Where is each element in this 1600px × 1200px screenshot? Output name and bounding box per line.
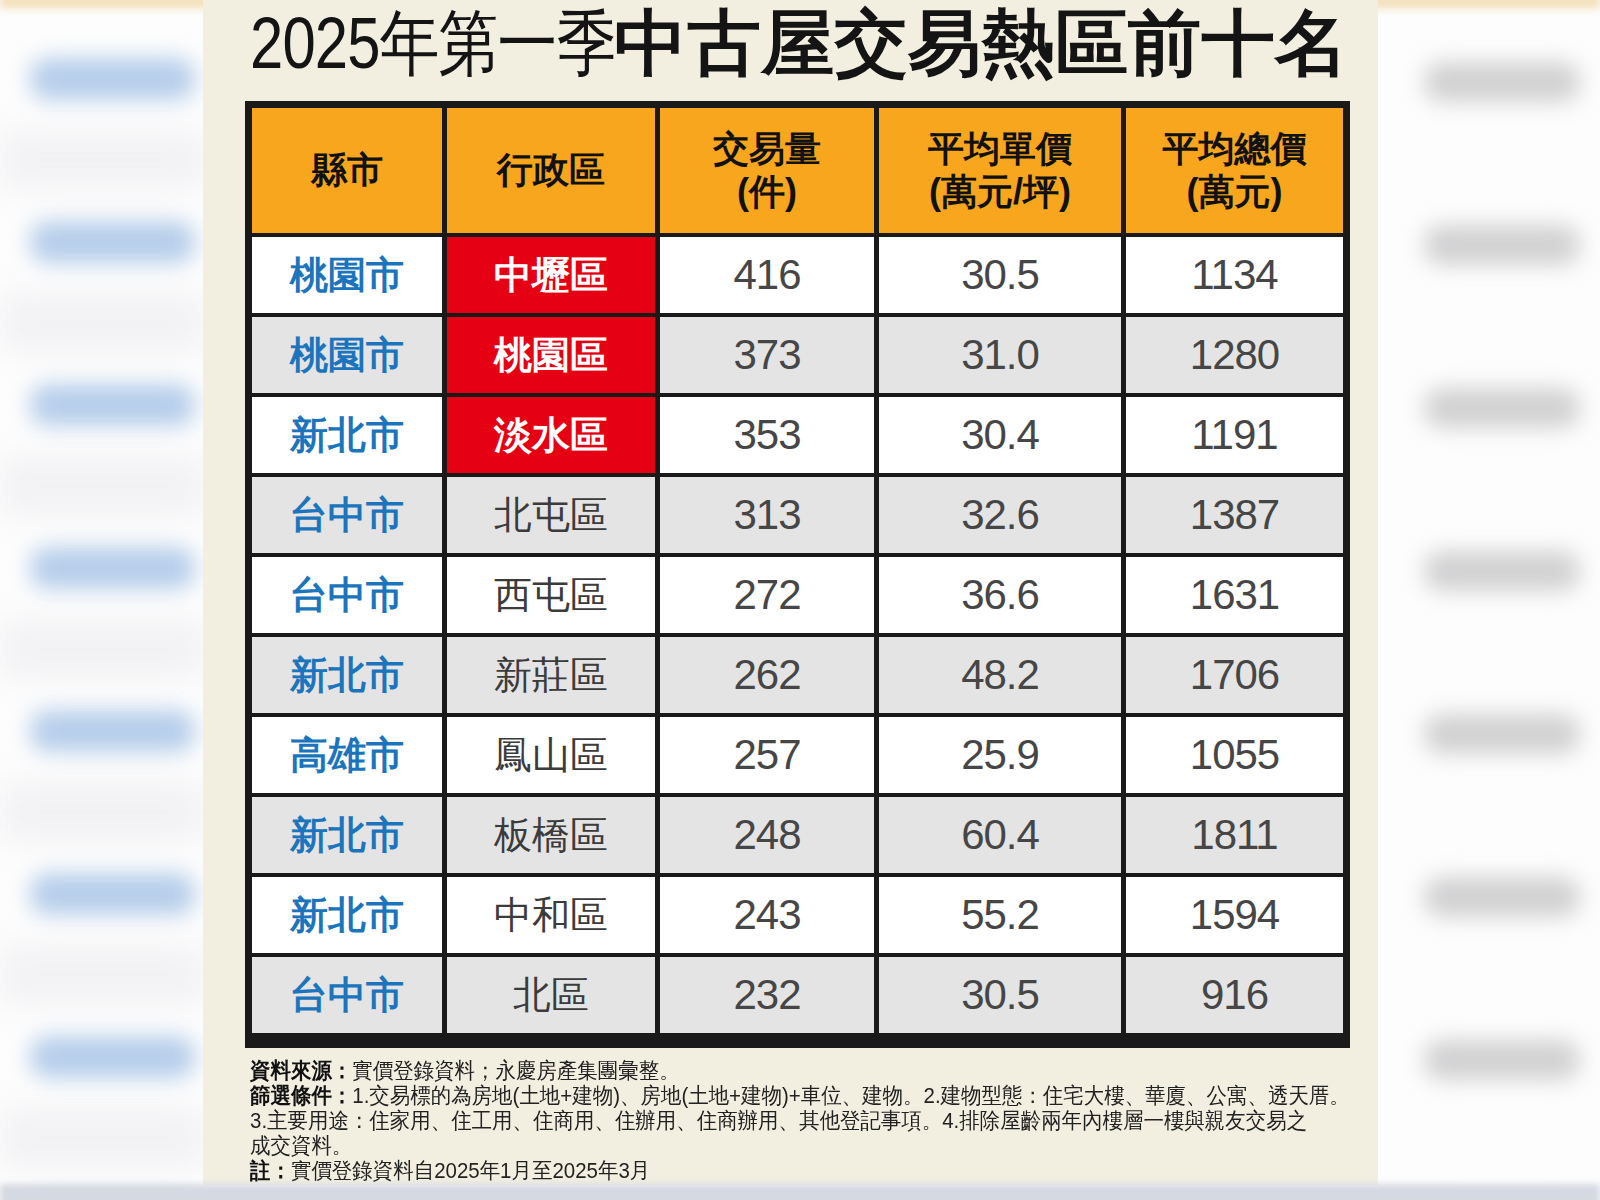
row-8-unit-price: 55.2 [879, 877, 1121, 953]
row-9-volume: 232 [660, 957, 874, 1033]
right-blur-text-bar [1424, 877, 1580, 917]
right-blur-text-bar [1424, 714, 1580, 754]
row-7-unit-price: 60.4 [879, 797, 1121, 873]
row-4-total-price: 1631 [1126, 557, 1343, 633]
row-4-unit-price: 36.6 [879, 557, 1121, 633]
footer-source-text: 實價登錄資料；永慶房產集團彙整。 [352, 1058, 679, 1083]
row-1-unit-price: 31.0 [879, 317, 1121, 393]
row-8-city: 新北市 [252, 877, 442, 953]
row-7-city: 新北市 [252, 797, 442, 873]
row-7-total-price: 1811 [1126, 797, 1343, 873]
row-8-total-price: 1594 [1126, 877, 1343, 953]
left-blur-text-bar [30, 58, 195, 100]
right-blur-text-bar [1424, 1040, 1580, 1080]
row-5-volume: 262 [660, 637, 874, 713]
row-4-city: 台中市 [252, 557, 442, 633]
title-period: 2025年第一季 [250, 0, 615, 90]
column-header-0: 縣市 [252, 108, 442, 233]
row-7-volume: 248 [660, 797, 874, 873]
row-5-city: 新北市 [252, 637, 442, 713]
left-blur-band [0, 1108, 205, 1168]
row-3-city: 台中市 [252, 477, 442, 553]
row-5-district: 新莊區 [447, 637, 655, 713]
left-blur-band [0, 130, 205, 190]
column-header-2: 交易量(件) [660, 108, 874, 233]
row-2-unit-price: 30.4 [879, 397, 1121, 473]
row-3-total-price: 1387 [1126, 477, 1343, 553]
row-3-volume: 313 [660, 477, 874, 553]
left-blur-text-bar [30, 384, 195, 426]
page-title: 2025年第一季中古屋交易熱區前十名 [250, 0, 1334, 90]
footer-source-line: 資料來源：實價登錄資料；永慶房產集團彙整。 [250, 1058, 1343, 1083]
row-6-volume: 257 [660, 717, 874, 793]
row-6-total-price: 1055 [1126, 717, 1343, 793]
row-0-volume: 416 [660, 237, 874, 313]
left-blur-text-bar [30, 221, 195, 263]
row-2-total-price: 1191 [1126, 397, 1343, 473]
left-blur-band [0, 293, 205, 353]
title-subject: 中古屋交易熱區前十名 [614, 0, 1348, 90]
footer-filter-text3: 成交資料。 [250, 1133, 352, 1158]
infographic-stage: 2025年第一季中古屋交易熱區前十名 縣市行政區交易量(件)平均單價(萬元/坪)… [0, 0, 1600, 1200]
footer-source-label: 資料來源： [250, 1058, 352, 1083]
row-9-total-price: 916 [1126, 957, 1343, 1033]
column-header-4: 平均總價(萬元) [1126, 108, 1343, 233]
footer-notes: 資料來源：實價登錄資料；永慶房產集團彙整。 篩選條件：1.交易標的為房地(土地+… [250, 1058, 1425, 1183]
left-blur-text-bar [30, 710, 195, 752]
row-4-district: 西屯區 [447, 557, 655, 633]
row-9-unit-price: 30.5 [879, 957, 1121, 1033]
row-3-district: 北屯區 [447, 477, 655, 553]
footer-filter-line3: 成交資料。 [250, 1133, 1343, 1158]
bottom-blur-strip [0, 1184, 1600, 1200]
row-2-city: 新北市 [252, 397, 442, 473]
row-4-volume: 272 [660, 557, 874, 633]
left-blur-text-bar [30, 547, 195, 589]
left-blur-band [0, 456, 205, 516]
row-9-city: 台中市 [252, 957, 442, 1033]
footer-note-label: 註： [250, 1158, 291, 1183]
row-6-city: 高雄市 [252, 717, 442, 793]
footer-filter-text: 1.交易標的為房地(土地+建物)、房地(土地+建物)+車位、建物。2.建物型態：… [352, 1083, 1349, 1108]
row-2-district: 淡水區 [447, 397, 655, 473]
right-blur-text-bar [1424, 388, 1580, 428]
column-header-1: 行政區 [447, 108, 655, 233]
footer-filter-line: 篩選條件：1.交易標的為房地(土地+建物)、房地(土地+建物)+車位、建物。2.… [250, 1083, 1343, 1108]
row-1-volume: 373 [660, 317, 874, 393]
row-9-district: 北區 [447, 957, 655, 1033]
row-6-unit-price: 25.9 [879, 717, 1121, 793]
row-1-total-price: 1280 [1126, 317, 1343, 393]
footer-filter-line2: 3.主要用途：住家用、住工用、住商用、住辦用、住商辦用、其他登記事項。4.排除屋… [250, 1108, 1343, 1133]
row-5-unit-price: 48.2 [879, 637, 1121, 713]
footer-note-text: 實價登錄資料自2025年1月至2025年3月 [291, 1158, 650, 1183]
row-8-district: 中和區 [447, 877, 655, 953]
left-blur-band [0, 782, 205, 842]
row-0-district: 中壢區 [447, 237, 655, 313]
row-1-city: 桃園市 [252, 317, 442, 393]
right-blur-text-bar [1424, 225, 1580, 265]
row-5-total-price: 1706 [1126, 637, 1343, 713]
right-blur-text-bar [1424, 62, 1580, 102]
row-3-unit-price: 32.6 [879, 477, 1121, 553]
footer-filter-label: 篩選條件： [250, 1083, 352, 1108]
left-blur-text-bar [30, 873, 195, 915]
row-2-volume: 353 [660, 397, 874, 473]
row-0-total-price: 1134 [1126, 237, 1343, 313]
footer-filter-text2: 3.主要用途：住家用、住工用、住商用、住辦用、住商辦用、其他登記事項。4.排除屋… [250, 1108, 1307, 1133]
column-header-3: 平均單價(萬元/坪) [879, 108, 1121, 233]
left-blur-text-bar [30, 1036, 195, 1078]
left-blur-band [0, 945, 205, 1005]
left-blur-band [0, 619, 205, 679]
row-7-district: 板橋區 [447, 797, 655, 873]
row-0-unit-price: 30.5 [879, 237, 1121, 313]
row-1-district: 桃園區 [447, 317, 655, 393]
row-6-district: 鳳山區 [447, 717, 655, 793]
row-8-volume: 243 [660, 877, 874, 953]
right-blur-text-bar [1424, 551, 1580, 591]
row-0-city: 桃園市 [252, 237, 442, 313]
ranking-table: 縣市行政區交易量(件)平均單價(萬元/坪)平均總價(萬元)桃園市中壢區41630… [245, 101, 1350, 1048]
footer-note-line: 註：實價登錄資料自2025年1月至2025年3月 [250, 1158, 1343, 1183]
